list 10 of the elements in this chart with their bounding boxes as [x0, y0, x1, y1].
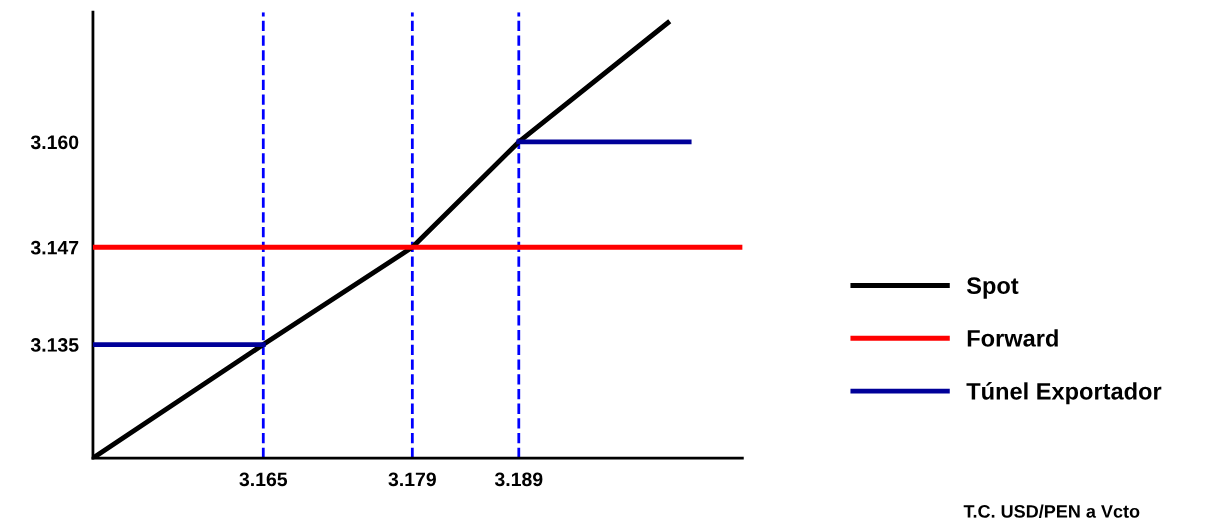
legend-label: Forward: [967, 329, 1058, 347]
y-tick-label: 3.160: [30, 135, 79, 150]
x-tick-label: 3.179: [388, 472, 436, 487]
legend-label: Spot: [966, 277, 1019, 299]
y-tick-label: 3.147: [30, 240, 79, 255]
x-tick-label: 3.189: [494, 472, 543, 487]
y-tick-label: 3.135: [30, 338, 79, 352]
x-tick-label: 3.165: [239, 472, 288, 487]
legend-label: Túnel Exportador: [966, 382, 1162, 405]
text: T.C. USD/PEN a Vcto: [963, 504, 1140, 518]
